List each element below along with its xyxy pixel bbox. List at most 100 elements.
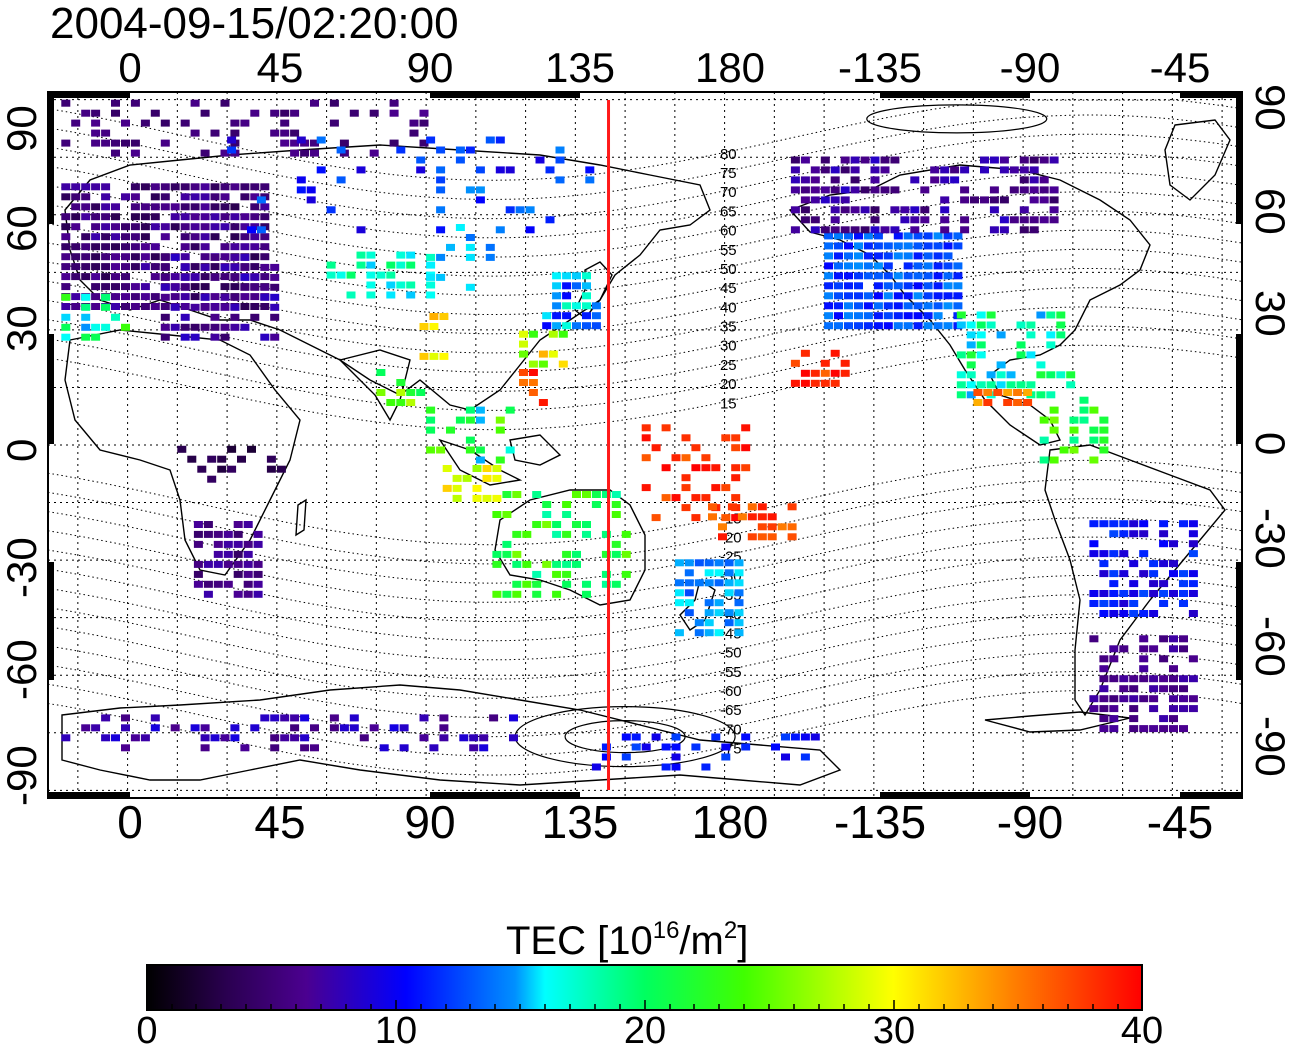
tec-cell bbox=[1149, 645, 1159, 653]
tec-cell bbox=[1099, 725, 1109, 733]
tec-cell bbox=[800, 216, 810, 224]
mlat-contour bbox=[48, 575, 1242, 661]
tec-cell bbox=[980, 156, 989, 164]
mlat-contour bbox=[48, 632, 1242, 718]
tec-cell bbox=[310, 99, 319, 107]
tec-cell bbox=[1089, 436, 1099, 444]
tec-cell bbox=[160, 313, 170, 321]
tec-cell bbox=[130, 263, 140, 271]
tec-cell bbox=[419, 139, 429, 147]
tec-cell bbox=[1179, 520, 1188, 528]
tec-cell bbox=[1119, 610, 1129, 617]
tec-cell bbox=[1119, 590, 1129, 597]
mlat-contour bbox=[48, 555, 1242, 642]
tec-cell bbox=[213, 530, 223, 538]
tec-cell bbox=[250, 253, 260, 261]
tec-cell bbox=[1109, 610, 1119, 617]
tec-cell bbox=[844, 232, 853, 240]
tec-cell bbox=[1039, 216, 1049, 224]
tec-cell bbox=[61, 333, 71, 341]
tec-cell bbox=[1046, 391, 1056, 399]
tec-cell bbox=[1099, 446, 1109, 454]
tec-cell bbox=[1159, 685, 1169, 693]
mlat-contour bbox=[48, 325, 1242, 411]
tec-cell bbox=[130, 243, 140, 251]
tec-cell bbox=[91, 223, 101, 231]
tec-cell bbox=[1188, 530, 1198, 538]
tec-cell bbox=[71, 243, 81, 251]
tec-cell bbox=[495, 226, 505, 234]
tec-cell bbox=[266, 465, 276, 473]
tec-cell bbox=[986, 371, 996, 379]
tec-cell bbox=[810, 733, 820, 741]
tec-cell bbox=[1099, 665, 1109, 673]
mlat-contour bbox=[48, 594, 1242, 680]
tec-cell bbox=[210, 203, 220, 211]
tec-cell bbox=[824, 242, 834, 250]
tec-cell bbox=[71, 223, 81, 231]
tec-cell bbox=[1159, 590, 1169, 597]
tec-cell bbox=[651, 733, 661, 741]
tec-cell bbox=[479, 744, 489, 752]
tec-cell bbox=[903, 242, 913, 250]
tec-cell bbox=[873, 242, 883, 250]
tec-cell bbox=[830, 226, 840, 234]
tec-cell bbox=[386, 399, 396, 406]
tec-cell bbox=[296, 136, 306, 144]
tec-cell bbox=[150, 263, 160, 271]
tec-cell bbox=[426, 446, 436, 454]
tec-cell bbox=[1046, 341, 1056, 349]
tec-cell bbox=[860, 226, 870, 234]
tec-cell bbox=[170, 724, 180, 732]
tec-cell bbox=[170, 253, 180, 261]
tec-cell bbox=[150, 273, 160, 281]
tec-cell bbox=[160, 273, 170, 281]
tec-cell bbox=[160, 253, 170, 261]
tec-cell bbox=[830, 369, 840, 377]
tec-cell bbox=[220, 149, 230, 157]
tec-cell bbox=[190, 233, 200, 241]
tec-cell bbox=[1159, 655, 1169, 663]
tec-cell bbox=[220, 263, 230, 271]
tec-cell bbox=[671, 743, 681, 751]
tec-cell bbox=[329, 119, 339, 127]
tec-cell bbox=[300, 714, 310, 722]
tec-cell bbox=[469, 744, 479, 752]
tec-cell bbox=[1099, 590, 1109, 597]
tec-cell bbox=[396, 251, 406, 259]
tec-cell bbox=[227, 465, 237, 473]
tec-cell bbox=[1009, 216, 1019, 224]
mlat-label: -50 bbox=[720, 645, 742, 662]
tec-cell bbox=[101, 734, 111, 742]
tec-cell bbox=[1149, 675, 1159, 683]
tec-cell bbox=[213, 540, 223, 548]
tec-cell bbox=[953, 232, 963, 240]
tec-cell bbox=[210, 213, 220, 221]
tec-cell bbox=[830, 349, 840, 357]
tec-cell bbox=[111, 149, 120, 157]
tec-cell bbox=[475, 456, 485, 464]
tec-cell bbox=[771, 743, 780, 751]
tec-cell bbox=[1003, 399, 1013, 406]
tec-cell bbox=[1023, 389, 1033, 396]
tec-cell bbox=[280, 109, 290, 117]
tec-cell bbox=[140, 233, 150, 241]
tec-cell bbox=[572, 550, 581, 558]
tec-cell bbox=[694, 579, 704, 587]
tec-cell bbox=[873, 312, 883, 320]
tec-cell bbox=[734, 609, 744, 617]
tec-cell bbox=[101, 273, 111, 281]
tec-cell bbox=[960, 166, 970, 174]
tec-cell bbox=[1119, 675, 1129, 683]
tec-cell bbox=[121, 714, 130, 722]
tec-cell bbox=[930, 166, 940, 174]
tec-cell bbox=[601, 570, 611, 578]
tec-cell bbox=[230, 223, 240, 231]
tec-cell bbox=[310, 149, 319, 157]
tec-cell bbox=[429, 744, 439, 752]
tec-cell bbox=[81, 253, 91, 261]
tec-cell bbox=[734, 599, 744, 607]
tec-cell bbox=[280, 139, 290, 147]
tec-cell bbox=[240, 243, 250, 251]
tec-cell bbox=[562, 282, 572, 290]
